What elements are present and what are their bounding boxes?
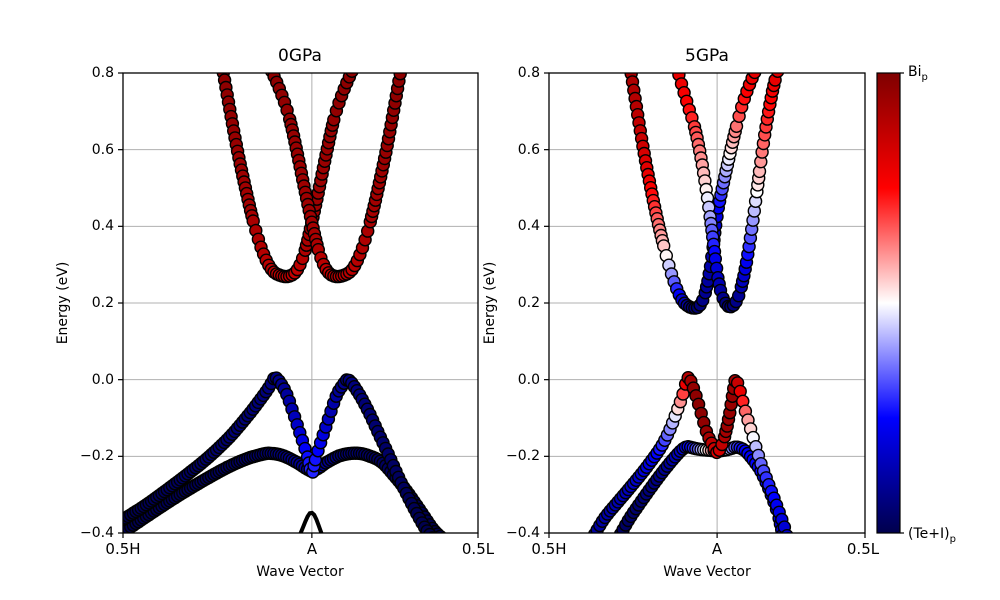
ytick-label: 0.8 xyxy=(517,65,540,81)
x-axis-label-right: Wave Vector xyxy=(663,564,751,580)
ytick-label: 0.2 xyxy=(91,295,114,311)
xtick-label-05h: 0.5H xyxy=(531,540,567,558)
colorbar-label-top: Bip xyxy=(908,64,928,86)
ytick-label: 0.0 xyxy=(517,372,540,388)
ytick-label: −0.4 xyxy=(80,525,114,541)
xtick-label-05h: 0.5H xyxy=(105,540,141,558)
ytick-label: 0.4 xyxy=(517,218,540,234)
ytick-label: −0.2 xyxy=(80,448,114,464)
colorbar-label-bottom: (Te+I)p xyxy=(908,526,956,548)
ytick-label: 0.2 xyxy=(517,295,540,311)
ytick-label: −0.2 xyxy=(506,448,540,464)
ytick-label: 0.6 xyxy=(517,142,540,158)
ytick-label: 0.4 xyxy=(91,218,114,234)
colorbar-label-top-text: Bi xyxy=(908,64,922,80)
xtick-label-05l: 0.5L xyxy=(846,540,880,558)
x-axis-label-left: Wave Vector xyxy=(256,564,344,580)
colorbar-label-bottom-sub: p xyxy=(949,533,956,545)
ytick-label: −0.4 xyxy=(506,525,540,541)
colorbar-label-top-sub: p xyxy=(921,71,928,83)
ytick-label: 0.8 xyxy=(91,65,114,81)
ytick-label: 0.6 xyxy=(91,142,114,158)
colorbar-label-bottom-text: (Te+I) xyxy=(908,526,950,542)
xtick-label-a: A xyxy=(711,540,723,558)
panel-title-5gpa: 5GPa xyxy=(685,46,729,66)
xtick-label-a: A xyxy=(306,540,318,558)
xtick-label-05l: 0.5L xyxy=(461,540,495,558)
panel-title-0gpa: 0GPa xyxy=(278,46,322,66)
ytick-label: 0.0 xyxy=(91,372,114,388)
